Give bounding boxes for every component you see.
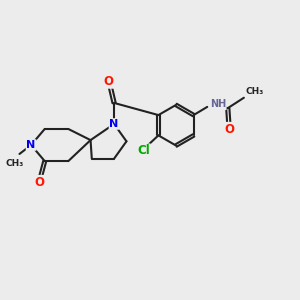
Text: CH₃: CH₃: [246, 87, 264, 96]
Text: CH₃: CH₃: [5, 159, 24, 168]
Text: Cl: Cl: [137, 144, 150, 157]
Text: NH: NH: [210, 99, 226, 110]
Text: O: O: [35, 176, 45, 189]
Text: N: N: [26, 140, 36, 150]
Text: N: N: [110, 119, 119, 129]
Text: O: O: [103, 75, 113, 88]
Text: O: O: [224, 123, 234, 136]
